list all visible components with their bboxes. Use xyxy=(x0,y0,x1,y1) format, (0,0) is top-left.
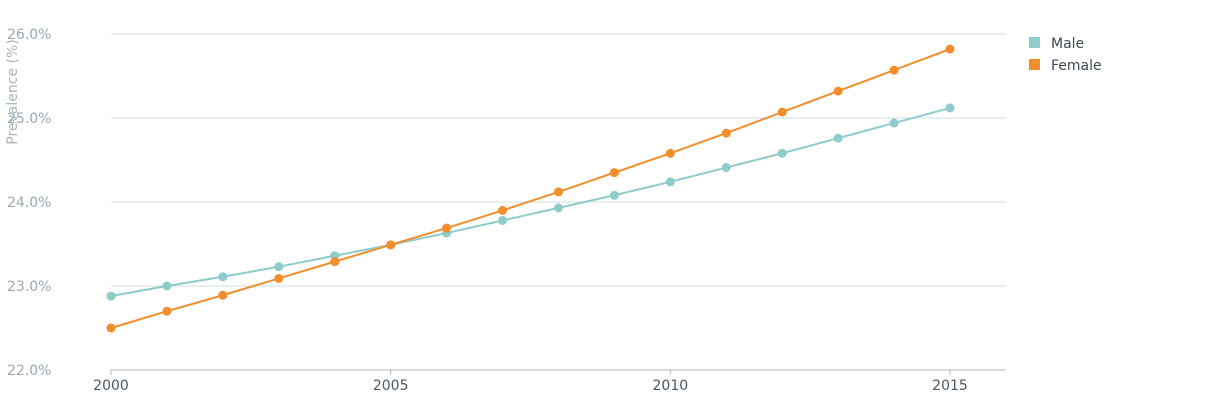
data-point-female[interactable] xyxy=(386,240,396,250)
data-point-female[interactable] xyxy=(889,65,899,75)
legend-label: Female xyxy=(1051,58,1102,74)
data-point-female[interactable] xyxy=(721,128,731,138)
legend-swatch xyxy=(1029,37,1040,48)
data-point-male[interactable] xyxy=(721,163,731,173)
data-point-male[interactable] xyxy=(553,203,563,213)
data-point-male[interactable] xyxy=(106,291,116,301)
x-tick-label: 2015 xyxy=(932,378,968,394)
x-axis: 2000 2005 2010 2015 xyxy=(93,370,968,394)
data-point-male[interactable] xyxy=(945,103,955,113)
grid-layer xyxy=(111,33,1006,371)
data-point-female[interactable] xyxy=(498,205,508,215)
y-axis: 22.0% 23.0% 24.0% 25.0% 26.0% xyxy=(7,27,51,379)
y-tick-label: 23.0% xyxy=(7,279,51,295)
data-point-female[interactable] xyxy=(218,290,228,300)
data-point-female[interactable] xyxy=(274,273,284,283)
y-axis-label: Prevalence (%) xyxy=(5,39,21,145)
data-point-female[interactable] xyxy=(330,257,340,267)
legend[interactable]: Male Female xyxy=(1029,36,1102,74)
data-point-male[interactable] xyxy=(777,148,787,158)
x-tick-label: 2005 xyxy=(373,378,409,394)
y-tick-label: 25.0% xyxy=(7,111,51,127)
x-tick-label: 2010 xyxy=(653,378,689,394)
data-point-male[interactable] xyxy=(665,177,675,187)
data-point-female[interactable] xyxy=(833,86,843,96)
series-line-female xyxy=(110,48,951,329)
legend-item-male[interactable]: Male xyxy=(1029,36,1084,52)
y-tick-label: 26.0% xyxy=(7,27,51,43)
data-point-male[interactable] xyxy=(833,133,843,143)
legend-swatch xyxy=(1029,59,1040,70)
data-point-female[interactable] xyxy=(665,148,675,158)
data-point-female[interactable] xyxy=(106,323,116,333)
data-point-female[interactable] xyxy=(777,107,787,117)
legend-item-female[interactable]: Female xyxy=(1029,58,1102,74)
series-female xyxy=(106,44,955,333)
data-point-male[interactable] xyxy=(609,190,619,200)
data-point-female[interactable] xyxy=(945,44,955,54)
y-tick-label: 24.0% xyxy=(7,195,51,211)
series-layer xyxy=(106,44,955,333)
data-point-female[interactable] xyxy=(442,223,452,233)
series-line-male xyxy=(110,106,951,298)
data-point-male[interactable] xyxy=(218,272,228,282)
data-point-female[interactable] xyxy=(162,306,172,316)
x-tick-label: 2000 xyxy=(93,378,129,394)
data-point-female[interactable] xyxy=(609,168,619,178)
data-point-male[interactable] xyxy=(162,281,172,291)
data-point-male[interactable] xyxy=(274,262,284,272)
data-point-female[interactable] xyxy=(553,187,563,197)
y-tick-label: 22.0% xyxy=(7,363,51,379)
data-point-male[interactable] xyxy=(498,215,508,225)
legend-label: Male xyxy=(1051,36,1084,52)
data-point-male[interactable] xyxy=(889,118,899,128)
